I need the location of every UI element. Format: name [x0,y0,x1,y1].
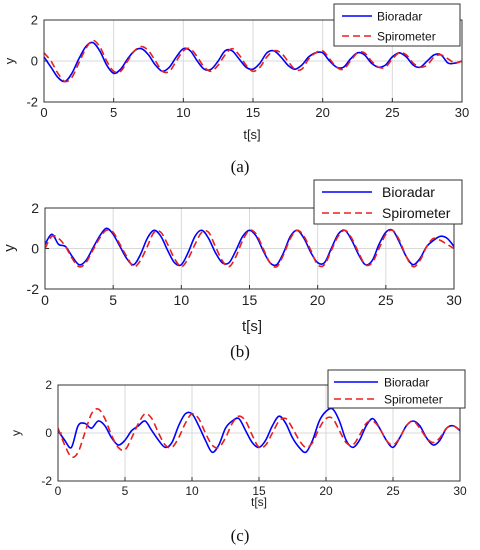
chart-panel-a: 0 5 10 15 20 25 30-202t[s]yBioradarSpirometer(… [2,3,469,176]
y-tick-label: -2 [41,474,52,488]
series-line-bioradar [44,41,462,83]
x-tick-label: 10 [176,105,190,120]
y-axis-label: y [9,430,23,436]
y-axis-label: y [1,244,18,252]
series-line-spirometer [44,39,462,83]
plot-frame [43,19,463,103]
y-tick-label: 2 [31,200,39,216]
x-tick-label: 0 [40,105,47,120]
legend-label-spirometer: Spirometer [377,29,436,43]
x-tick-label: 30 [446,292,462,308]
x-tick-label: 20 [315,105,329,120]
legend: Bioradar Spirometer [333,3,461,47]
y-tick-label: 0 [31,54,38,69]
y-tick-label: 0 [45,426,52,440]
legend-box [313,179,463,225]
y-tick-label: 2 [31,13,38,28]
legend-label-bioradar: Bioradar [377,9,422,23]
x-tick-label: 10 [174,292,190,308]
legend: Bioradar Spirometer [313,179,463,225]
x-axis-label: t[s] [243,127,260,142]
x-tick-label: 0 [55,484,62,498]
x-tick-label: 15 [242,292,258,308]
legend-label-bioradar: Bioradar [382,184,435,200]
x-tick-label: 25 [385,105,399,120]
panel-caption: (b) [230,342,250,361]
series-line-spirometer [58,408,460,459]
x-tick-label: 5 [109,292,117,308]
legend: Bioradar Spirometer [327,369,466,409]
plot-frame [57,384,461,482]
x-axis-label: t[s] [242,318,262,335]
x-tick-label: 25 [386,484,400,498]
y-axis-label: y [2,57,17,64]
x-tick-label: 5 [110,105,117,120]
y-tick-label: 2 [45,378,52,392]
series-line-spirometer [45,229,454,268]
y-tick-label: -2 [27,281,40,297]
series-group [44,39,462,83]
panel-caption: (c) [231,526,250,545]
x-tick-label: 20 [319,484,333,498]
x-tick-label: 0 [41,292,49,308]
panel-caption: (a) [231,157,250,176]
plot-frame [44,207,455,290]
x-axis-label: t[s] [251,495,267,509]
legend-label-spirometer: Spirometer [382,205,451,221]
chart-panel-c: 0 5 10 15 20 25 30-202t[s]yBioradarSpirometer(… [9,369,467,545]
series-group [58,407,460,459]
x-tick-label: 10 [185,484,199,498]
series-group [45,227,454,268]
x-tick-label: 20 [310,292,326,308]
x-tick-label: 15 [246,105,260,120]
legend-label-spirometer: Spirometer [384,392,443,406]
chart-panel-b: 0 5 10 15 20 25 30-202t[s]yBioradarSpirometer(… [1,179,463,361]
x-tick-label: 30 [453,484,467,498]
x-tick-label: 30 [455,105,469,120]
legend-label-bioradar: Bioradar [384,375,429,389]
legend-box [327,369,466,409]
y-tick-label: 0 [31,240,39,256]
legend-box [333,3,461,47]
x-tick-label: 15 [252,484,266,498]
y-tick-label: -2 [26,95,38,110]
x-tick-label: 25 [378,292,394,308]
x-tick-label: 5 [122,484,129,498]
series-line-bioradar [45,227,454,267]
